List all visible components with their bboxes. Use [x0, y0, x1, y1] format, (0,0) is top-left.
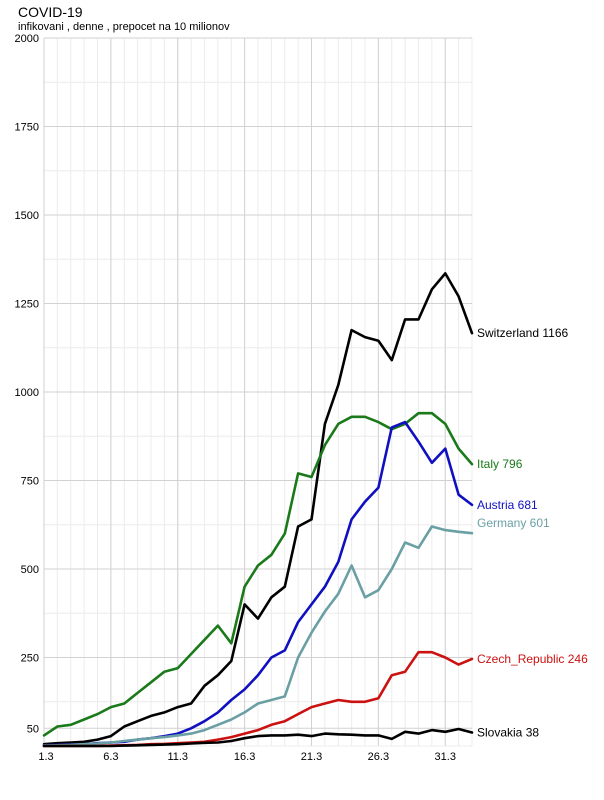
x-tick-label: 11.3	[167, 751, 188, 763]
y-tick-label: 1250	[15, 299, 39, 311]
y-tick-label: 500	[21, 564, 39, 576]
series-end-label-italy: Italy 796	[477, 457, 523, 471]
series-end-label-slovakia: Slovakia 38	[477, 726, 539, 740]
y-tick-label: 1500	[15, 210, 39, 222]
x-tick-label: 31.3	[435, 751, 456, 763]
y-tick-label: 750	[21, 476, 39, 488]
x-tick-label: 16.3	[234, 751, 255, 763]
x-tick-label: 1.3	[38, 751, 53, 763]
y-axis-ticks: 50 250 500 750 1000 1250 1500 1750 2000	[15, 33, 39, 735]
y-tick-label: 1750	[15, 122, 39, 134]
y-tick-label: 1000	[15, 387, 39, 399]
series-end-label-czech_republic: Czech_Republic 246	[477, 652, 588, 666]
grid-major	[43, 37, 472, 746]
series-end-label-switzerland: Switzerland 1166	[477, 326, 568, 340]
series-line-italy	[42, 411, 474, 737]
chart-title: COVID-19	[18, 4, 83, 20]
series-lines	[42, 272, 474, 748]
y-tick-label: 250	[21, 653, 39, 665]
series-end-labels: Switzerland 1166 Italy 796 Austria 681 Germ…	[477, 326, 588, 739]
x-tick-label: 21.3	[301, 751, 322, 763]
chart-subtitle: infikovani , denne , prepocet na 10 mili…	[18, 21, 230, 33]
x-tick-label: 6.3	[103, 751, 118, 763]
series-end-label-germany: Germany 601	[477, 516, 550, 530]
series-line-germany	[42, 525, 474, 747]
series-line-slovakia	[42, 727, 474, 748]
y-tick-label: 50	[27, 723, 39, 735]
series-line-switzerland	[42, 272, 474, 746]
series-end-label-austria: Austria 681	[477, 498, 538, 512]
x-axis-ticks: 1.3 6.3 11.3 16.3 21.3 26.3 31.3	[38, 751, 456, 763]
y-tick-label: 2000	[15, 33, 39, 45]
x-tick-label: 26.3	[368, 751, 389, 763]
